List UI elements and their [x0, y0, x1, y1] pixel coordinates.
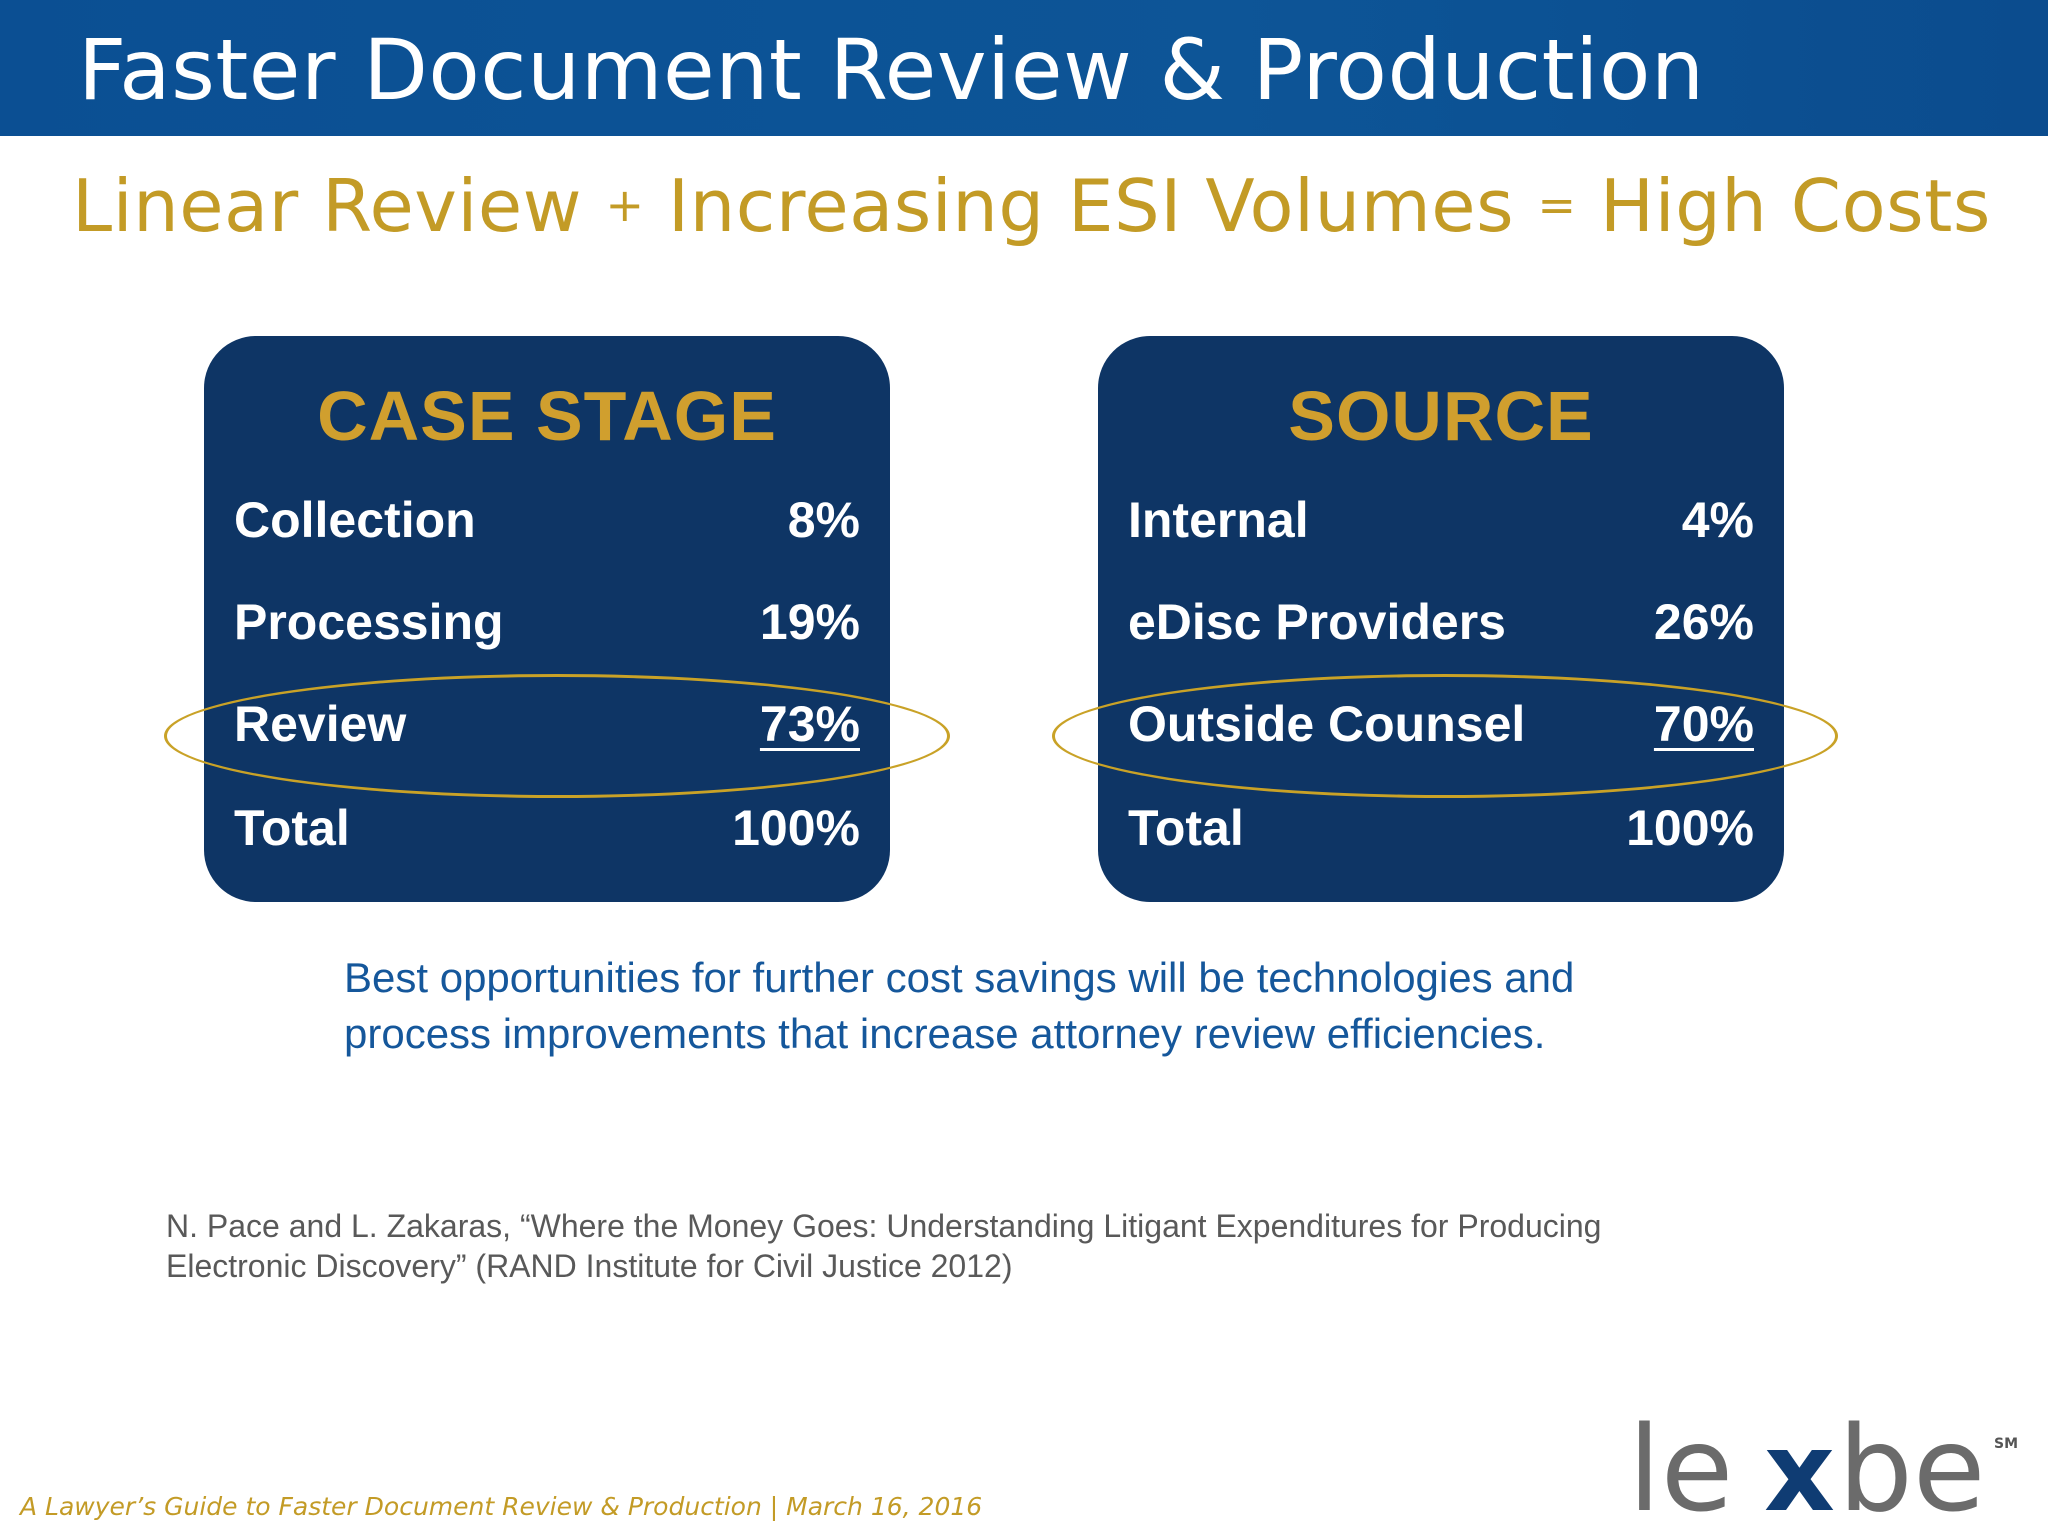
takeaway-line: Best opportunities for further cost savi…	[344, 954, 1575, 1001]
citation-line: Electronic Discovery” (RAND Institute fo…	[166, 1248, 1013, 1284]
source-value: 70%	[1653, 696, 1754, 752]
takeaway-text: Best opportunities for further cost savi…	[344, 950, 1844, 1062]
source-value: 4%	[1681, 492, 1754, 548]
citation: N. Pace and L. Zakaras, “Where the Money…	[166, 1206, 1766, 1286]
subtitle-part-3: High Costs	[1576, 164, 1991, 248]
source-heading: SOURCE	[1288, 377, 1594, 455]
case-stage-row: Processing 19%	[234, 590, 860, 654]
case-stage-total-row: Total 100%	[234, 796, 860, 860]
logo-text-right: be	[1838, 1410, 1986, 1530]
case-stage-value: 100%	[732, 800, 860, 856]
source-label: Internal	[1128, 492, 1309, 548]
case-stage-row: Collection 8%	[234, 488, 860, 552]
slide-subtitle: Linear Review + Increasing ESI Volumes =…	[72, 160, 1991, 251]
case-stage-heading: CASE STAGE	[317, 377, 777, 455]
source-row: eDisc Providers 26%	[1128, 590, 1754, 654]
case-stage-row-highlighted: Review 73%	[234, 692, 860, 756]
case-stage-label: Processing	[234, 594, 504, 650]
equals-sign: =	[1537, 178, 1577, 232]
header-bar: Faster Document Review & Production	[0, 0, 2048, 136]
source-value: 100%	[1626, 800, 1754, 856]
case-stage-value: 19%	[759, 594, 860, 650]
source-value: 26%	[1653, 594, 1754, 650]
service-mark: SM	[1994, 1436, 2018, 1452]
logo-text-x: x	[1764, 1410, 1835, 1530]
case-stage-label: Total	[234, 800, 350, 856]
case-stage-label: Collection	[234, 492, 476, 548]
case-stage-card	[204, 336, 890, 902]
source-label: Outside Counsel	[1128, 696, 1526, 752]
subtitle-part-1: Linear Review	[72, 164, 606, 248]
subtitle-part-2: Increasing ESI Volumes	[644, 164, 1538, 248]
lexbe-logo: le x be SM	[1628, 1410, 2018, 1530]
source-card	[1098, 336, 1784, 902]
source-label: Total	[1128, 800, 1244, 856]
plus-sign: +	[605, 178, 645, 232]
source-row: Internal 4%	[1128, 488, 1754, 552]
case-stage-value: 73%	[759, 696, 860, 752]
citation-line: N. Pace and L. Zakaras, “Where the Money…	[166, 1208, 1602, 1244]
source-label: eDisc Providers	[1128, 594, 1506, 650]
case-stage-label: Review	[234, 696, 407, 752]
source-row-highlighted: Outside Counsel 70%	[1128, 692, 1754, 756]
source-total-row: Total 100%	[1128, 796, 1754, 860]
case-stage-value: 8%	[787, 492, 860, 548]
logo-text-left: le	[1628, 1410, 1733, 1530]
slide-title: Faster Document Review & Production	[78, 21, 1705, 119]
footer-note: A Lawyer’s Guide to Faster Document Revi…	[20, 1492, 983, 1521]
takeaway-line: process improvements that increase attor…	[344, 1010, 1546, 1057]
